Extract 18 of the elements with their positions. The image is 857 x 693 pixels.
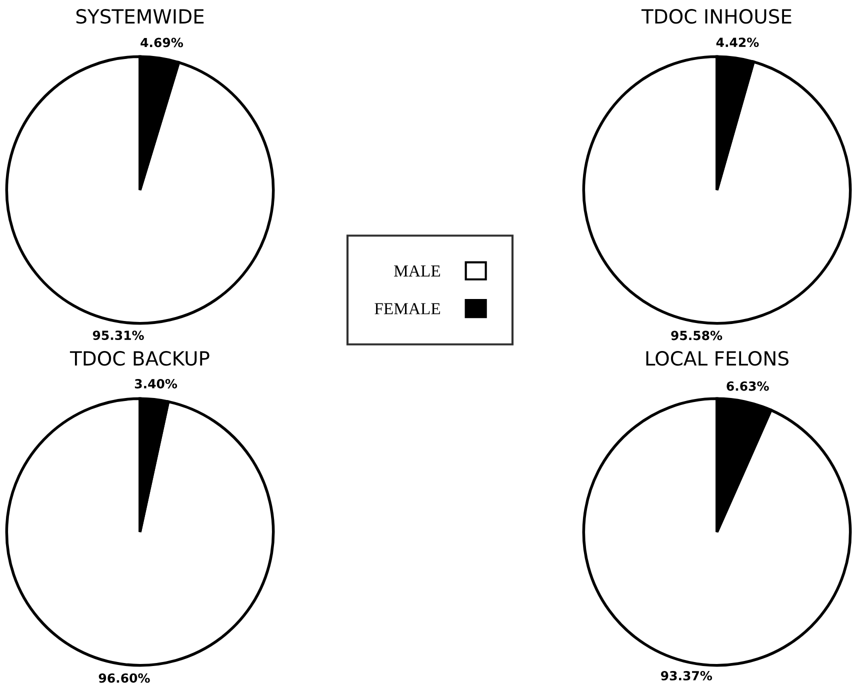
- legend-label: MALE: [394, 265, 440, 276]
- legend-label: FEMALE: [374, 303, 440, 314]
- chart-title: TDOC BACKUP: [70, 351, 210, 366]
- pie-slice: [582, 397, 852, 667]
- data-label: 6.63%: [726, 381, 769, 391]
- chart-title: SYSTEMWIDE: [76, 9, 204, 24]
- data-label: 95.58%: [671, 330, 722, 340]
- data-label: 93.37%: [661, 670, 712, 680]
- data-label: 4.69%: [140, 38, 184, 48]
- pie-slice: [5, 397, 275, 667]
- chart-title: TDOC INHOUSE: [641, 9, 792, 24]
- data-label: 95.31%: [92, 330, 144, 340]
- pie-slice: [582, 55, 852, 325]
- chart-title: LOCAL FELONS: [646, 351, 788, 366]
- data-label: 96.60%: [98, 673, 150, 683]
- pie-slice: [5, 55, 275, 325]
- data-label: 3.40%: [134, 379, 178, 388]
- data-label: 4.42%: [716, 38, 759, 48]
